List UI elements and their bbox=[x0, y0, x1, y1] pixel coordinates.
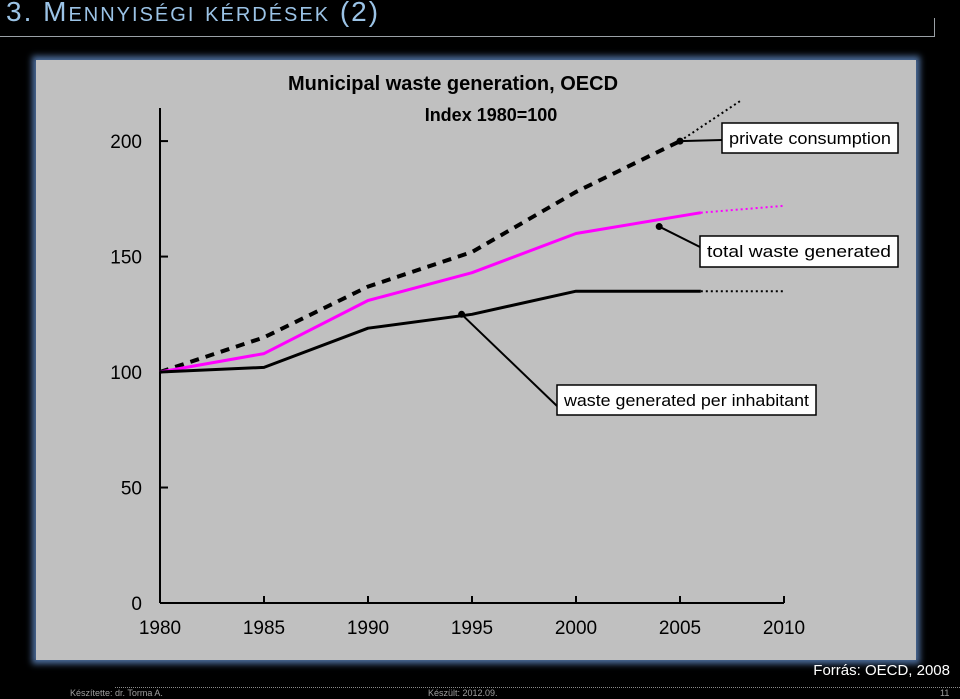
page-number: 11 bbox=[940, 688, 950, 698]
y-tick-label: 50 bbox=[121, 479, 142, 500]
chart-frame: Municipal waste generation, OECD Index 19… bbox=[36, 60, 916, 660]
y-tick-label: 100 bbox=[110, 363, 142, 384]
series-line-total-waste-generated bbox=[159, 211, 702, 374]
y-tick-label: 200 bbox=[110, 132, 142, 153]
callout-box-waste-generated-per-inhabitant bbox=[556, 384, 817, 416]
x-tick-label: 2010 bbox=[763, 618, 805, 639]
footer-date: Készült: 2012.09. bbox=[428, 688, 498, 698]
title-divider-end bbox=[934, 18, 935, 36]
source-note: Forrás: OECD, 2008 bbox=[813, 662, 950, 679]
callout-dot-waste-generated-per-inhabitant bbox=[458, 310, 466, 318]
callout-dot-total-waste-generated bbox=[655, 223, 663, 231]
callout-leader-waste-generated-per-inhabitant bbox=[460, 313, 558, 407]
series-projection-total-waste-generated bbox=[700, 204, 785, 214]
x-tick-label: 1980 bbox=[139, 618, 181, 639]
footer-divider bbox=[115, 687, 960, 688]
x-tick-label: 2005 bbox=[659, 618, 701, 639]
callout-box-private-consumption bbox=[721, 122, 899, 154]
y-tick-label: 0 bbox=[131, 594, 142, 615]
series-label-waste-generated-per-inhabitant: waste generated per inhabitant bbox=[563, 391, 809, 410]
y-tick-label: 150 bbox=[110, 248, 142, 269]
series-line-waste-generated-per-inhabitant bbox=[159, 289, 701, 374]
x-tick-label: 1995 bbox=[451, 618, 493, 639]
series-line-private-consumption bbox=[159, 139, 681, 374]
waste-chart: Municipal waste generation, OECD Index 19… bbox=[110, 73, 899, 639]
x-tick-label: 1990 bbox=[347, 618, 389, 639]
x-tick-label: 1985 bbox=[243, 618, 285, 639]
series-label-total-waste-generated: total waste generated bbox=[707, 242, 891, 261]
title-divider bbox=[0, 36, 935, 37]
footer-author: Készítette: dr. Torma A. bbox=[70, 688, 163, 698]
callout-leader-total-waste-generated bbox=[658, 225, 701, 248]
callout-box-total-waste-generated bbox=[699, 235, 899, 268]
x-tick-label: 2000 bbox=[555, 618, 597, 639]
callout-dot-private-consumption bbox=[676, 137, 684, 145]
series-label-private-consumption: private consumption bbox=[729, 129, 891, 148]
chart-subtitle: Index 1980=100 bbox=[425, 105, 558, 125]
slide-title: 3. Mennyiségi kérdések (2) bbox=[6, 0, 381, 27]
chart-title: Municipal waste generation, OECD bbox=[288, 73, 618, 95]
callout-leader-private-consumption bbox=[679, 139, 723, 143]
